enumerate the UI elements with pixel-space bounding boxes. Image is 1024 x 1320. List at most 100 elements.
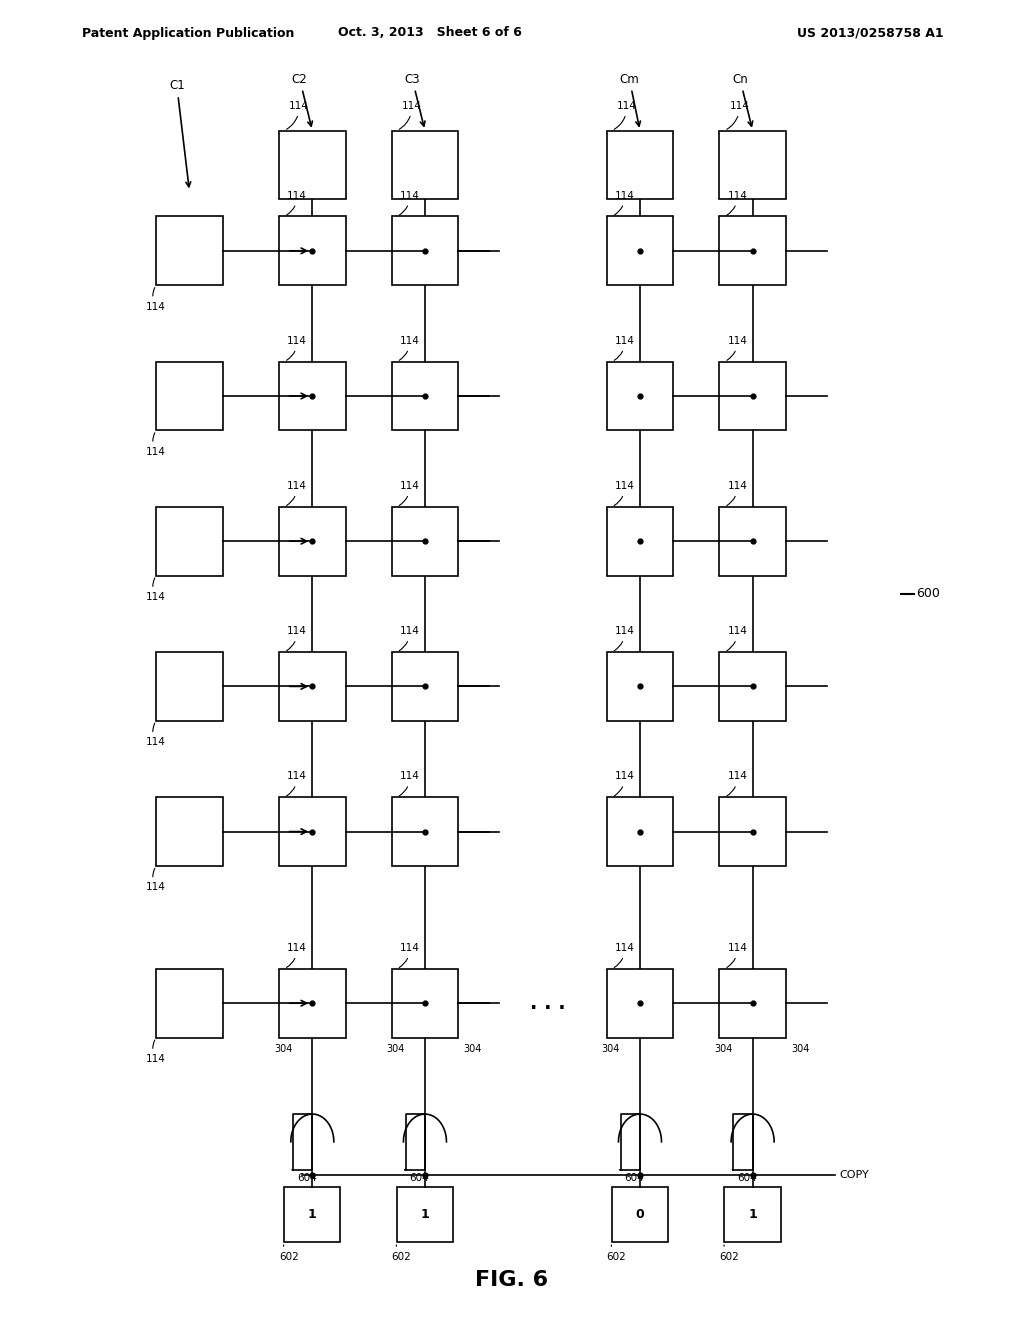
Text: 1: 1 — [749, 1208, 757, 1221]
FancyBboxPatch shape — [156, 507, 223, 576]
Text: 114: 114 — [145, 1040, 166, 1064]
FancyBboxPatch shape — [279, 797, 345, 866]
FancyBboxPatch shape — [391, 969, 458, 1038]
Text: COPY: COPY — [840, 1170, 869, 1180]
Text: 114: 114 — [614, 480, 635, 506]
FancyBboxPatch shape — [391, 507, 458, 576]
Text: Oct. 3, 2013   Sheet 6 of 6: Oct. 3, 2013 Sheet 6 of 6 — [338, 26, 522, 40]
Text: 114: 114 — [399, 100, 422, 129]
Text: 114: 114 — [727, 771, 748, 796]
Text: 1: 1 — [308, 1208, 316, 1221]
FancyBboxPatch shape — [606, 362, 674, 430]
FancyBboxPatch shape — [156, 216, 223, 285]
FancyBboxPatch shape — [279, 131, 345, 199]
Text: 114: 114 — [727, 942, 748, 968]
Text: 114: 114 — [614, 100, 637, 129]
Text: 602: 602 — [391, 1245, 412, 1262]
Text: C3: C3 — [404, 73, 425, 127]
Text: 604: 604 — [404, 1170, 429, 1183]
Text: 114: 114 — [614, 335, 635, 360]
Polygon shape — [403, 1114, 446, 1142]
Polygon shape — [621, 1114, 640, 1170]
Text: FIG. 6: FIG. 6 — [475, 1270, 549, 1291]
Text: 602: 602 — [606, 1245, 627, 1262]
FancyBboxPatch shape — [279, 362, 345, 430]
FancyBboxPatch shape — [284, 1187, 340, 1242]
Text: 114: 114 — [614, 190, 635, 215]
Text: 114: 114 — [399, 771, 420, 796]
Text: 114: 114 — [727, 480, 748, 506]
Text: 114: 114 — [287, 100, 309, 129]
FancyBboxPatch shape — [156, 362, 223, 430]
Text: 114: 114 — [727, 100, 750, 129]
Text: 114: 114 — [399, 480, 420, 506]
Text: 604: 604 — [292, 1170, 316, 1183]
FancyBboxPatch shape — [719, 216, 786, 285]
Text: 114: 114 — [614, 626, 635, 651]
Polygon shape — [293, 1114, 312, 1170]
Text: 304: 304 — [386, 1044, 404, 1055]
Text: 114: 114 — [145, 578, 166, 602]
Text: 600: 600 — [916, 587, 940, 601]
FancyBboxPatch shape — [606, 652, 674, 721]
Text: 114: 114 — [614, 771, 635, 796]
Text: Cm: Cm — [620, 73, 640, 127]
Text: 602: 602 — [719, 1245, 739, 1262]
Text: . . .: . . . — [530, 994, 565, 1012]
Text: 114: 114 — [145, 723, 166, 747]
FancyBboxPatch shape — [719, 131, 786, 199]
Text: 114: 114 — [399, 190, 420, 215]
FancyBboxPatch shape — [719, 507, 786, 576]
Text: US 2013/0258758 A1: US 2013/0258758 A1 — [797, 26, 944, 40]
Polygon shape — [406, 1114, 425, 1170]
Text: 114: 114 — [399, 942, 420, 968]
FancyBboxPatch shape — [719, 652, 786, 721]
FancyBboxPatch shape — [719, 797, 786, 866]
Text: 114: 114 — [287, 942, 307, 968]
Text: Patent Application Publication: Patent Application Publication — [82, 26, 294, 40]
Text: 304: 304 — [463, 1044, 481, 1055]
Polygon shape — [733, 1114, 753, 1170]
FancyBboxPatch shape — [719, 969, 786, 1038]
Text: Cn: Cn — [732, 73, 753, 127]
FancyBboxPatch shape — [606, 969, 674, 1038]
FancyBboxPatch shape — [725, 1187, 781, 1242]
FancyBboxPatch shape — [156, 652, 223, 721]
Text: 114: 114 — [727, 190, 748, 215]
Text: 114: 114 — [287, 335, 307, 360]
FancyBboxPatch shape — [279, 216, 345, 285]
Text: 114: 114 — [399, 335, 420, 360]
Text: 304: 304 — [273, 1044, 292, 1055]
Text: 0: 0 — [636, 1208, 644, 1221]
FancyBboxPatch shape — [606, 216, 674, 285]
Text: 114: 114 — [287, 190, 307, 215]
Text: 604: 604 — [732, 1170, 757, 1183]
FancyBboxPatch shape — [279, 652, 345, 721]
Text: 114: 114 — [145, 433, 166, 457]
Text: C2: C2 — [292, 73, 312, 127]
FancyBboxPatch shape — [279, 507, 345, 576]
Polygon shape — [731, 1114, 774, 1142]
FancyBboxPatch shape — [719, 362, 786, 430]
FancyBboxPatch shape — [391, 362, 458, 430]
Polygon shape — [291, 1114, 334, 1142]
FancyBboxPatch shape — [606, 131, 674, 199]
Text: C1: C1 — [169, 79, 190, 187]
Text: 304: 304 — [602, 1044, 620, 1055]
FancyBboxPatch shape — [156, 797, 223, 866]
Text: 114: 114 — [287, 771, 307, 796]
Polygon shape — [618, 1114, 662, 1142]
FancyBboxPatch shape — [396, 1187, 453, 1242]
Text: 114: 114 — [145, 288, 166, 312]
Text: 114: 114 — [399, 626, 420, 651]
FancyBboxPatch shape — [156, 969, 223, 1038]
Text: 304: 304 — [715, 1044, 732, 1055]
Text: 114: 114 — [287, 626, 307, 651]
FancyBboxPatch shape — [606, 797, 674, 866]
Text: 114: 114 — [727, 335, 748, 360]
Text: 602: 602 — [279, 1245, 299, 1262]
FancyBboxPatch shape — [391, 131, 458, 199]
Text: 304: 304 — [791, 1044, 809, 1055]
FancyBboxPatch shape — [279, 969, 345, 1038]
Text: 114: 114 — [145, 869, 166, 892]
